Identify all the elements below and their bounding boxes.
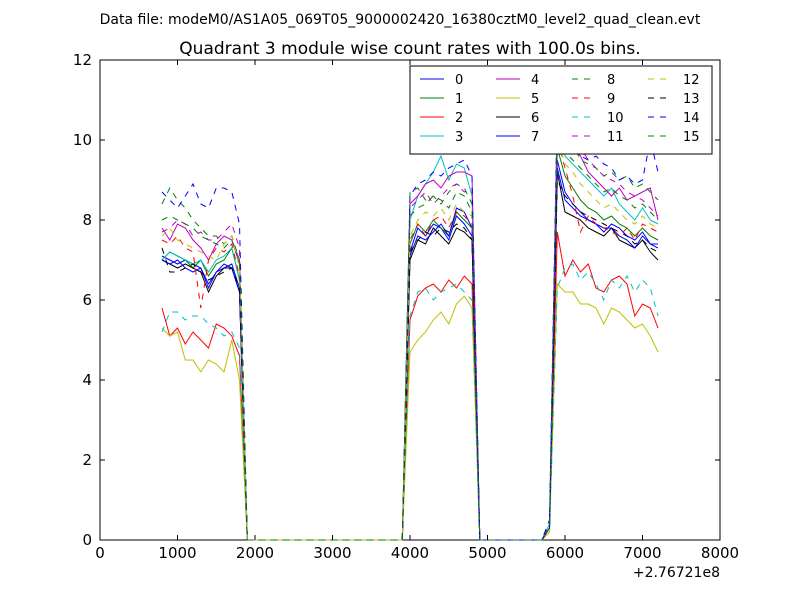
y-tick-label: 2	[82, 451, 92, 469]
series-line-10	[161, 263, 659, 541]
series-line-6	[161, 171, 659, 541]
series-line-4	[161, 119, 659, 541]
y-tick-label: 12	[73, 51, 92, 69]
legend-label-14: 14	[683, 111, 700, 126]
series-line-12	[161, 139, 659, 541]
series-line-11	[161, 115, 659, 541]
chart-title: Quadrant 3 module wise count rates with …	[179, 39, 640, 59]
x-tick-label: 1000	[158, 544, 196, 562]
series-line-8	[161, 134, 659, 541]
legend-label-13: 13	[683, 92, 700, 107]
x-offset-text: +2.76721e8	[633, 565, 720, 581]
series-line-2	[161, 231, 659, 541]
legend-label-12: 12	[683, 73, 700, 88]
legend-label-15: 15	[683, 130, 700, 145]
legend-label-0: 0	[455, 73, 463, 88]
y-tick-label: 6	[82, 291, 92, 309]
series-line-0	[161, 159, 659, 541]
legend-label-2: 2	[455, 111, 463, 126]
chart-suptitle: Data file: modeM0/AS1A05_069T05_90000024…	[100, 12, 701, 28]
x-tick-label: 8000	[701, 544, 739, 562]
x-tick-label: 4000	[391, 544, 429, 562]
legend-label-11: 11	[607, 130, 624, 145]
y-tick-label: 0	[82, 531, 92, 549]
y-tick-label: 8	[82, 211, 92, 229]
series-layer	[161, 103, 659, 541]
legend-label-9: 9	[607, 92, 615, 107]
legend-label-1: 1	[455, 92, 463, 107]
x-tick-label: 6000	[546, 544, 584, 562]
series-line-5	[161, 282, 659, 541]
x-tick-label: 0	[95, 544, 105, 562]
series-line-14	[161, 103, 659, 541]
axes-layer: 0 1000 2000 3000 4000 5000 6000 7000 80000246810…	[73, 51, 739, 562]
legend-label-5: 5	[531, 92, 539, 107]
series-line-7	[161, 167, 658, 541]
series-line-9	[161, 139, 659, 541]
x-tick-label: 3000	[313, 544, 351, 562]
x-tick-label: 7000	[623, 544, 661, 562]
legend-label-10: 10	[607, 111, 624, 126]
x-tick-label: 2000	[236, 544, 274, 562]
x-tick-label: 5000	[468, 544, 506, 562]
legend-label-4: 4	[531, 73, 539, 88]
legend-label-8: 8	[607, 73, 615, 88]
legend-label-7: 7	[531, 130, 539, 145]
y-tick-label: 10	[73, 131, 92, 149]
series-line-13	[161, 179, 659, 541]
legend-label-3: 3	[455, 130, 463, 145]
legend-box	[409, 65, 713, 155]
legend-label-6: 6	[531, 111, 539, 126]
series-line-3	[161, 107, 659, 541]
y-tick-label: 4	[82, 371, 92, 389]
